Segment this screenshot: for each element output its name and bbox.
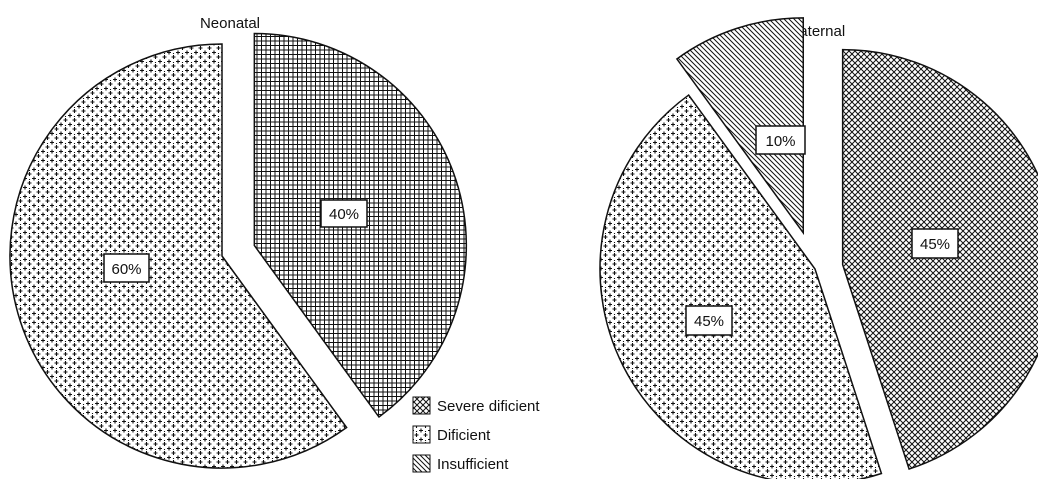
legend-label-dificient: Dificient <box>437 427 491 444</box>
maternal-label-10: 10% <box>755 125 806 155</box>
neonatal-label-60: 60% <box>103 253 150 283</box>
neonatal-slice-label-dificient: 60% <box>111 261 141 278</box>
legend-label-insufficient: Insufficient <box>437 456 509 473</box>
neonatal-slice-label-severe: 40% <box>329 206 359 223</box>
maternal-slice-dificient <box>599 94 883 479</box>
legend-swatch-plus-cross <box>412 425 431 444</box>
maternal-slice-severe-dificient <box>841 48 1038 471</box>
legend-label-severe-dificient: Severe dificient <box>437 398 540 415</box>
neonatal-title: Neonatal <box>200 15 260 32</box>
legend-swatch-crosshatch <box>412 396 431 415</box>
legend-item-severe-dificient: Severe dificient <box>412 396 540 415</box>
neonatal-slice-dificient <box>9 43 348 469</box>
maternal-slice-label-severe: 45% <box>920 236 950 253</box>
neonatal-pie: Neonatal 40% 60% <box>9 15 467 469</box>
maternal-pie: Maternal 10% 45% 45% <box>599 17 1038 479</box>
legend-item-insufficient: Insufficient <box>412 454 509 473</box>
neonatal-label-40: 40% <box>320 199 368 228</box>
legend-item-dificient: Dificient <box>412 425 491 444</box>
maternal-slice-insufficient <box>675 17 805 236</box>
maternal-slice-label-dificient: 45% <box>694 313 724 330</box>
maternal-label-45-right: 45% <box>911 228 959 259</box>
maternal-label-45-left: 45% <box>685 305 733 336</box>
legend: Severe dificient Dificient Insufficient <box>412 396 540 473</box>
maternal-slices <box>599 17 1038 479</box>
maternal-slice-label-insufficient: 10% <box>765 133 795 150</box>
legend-swatch-diagonal <box>412 454 431 473</box>
neonatal-slices <box>9 32 467 469</box>
